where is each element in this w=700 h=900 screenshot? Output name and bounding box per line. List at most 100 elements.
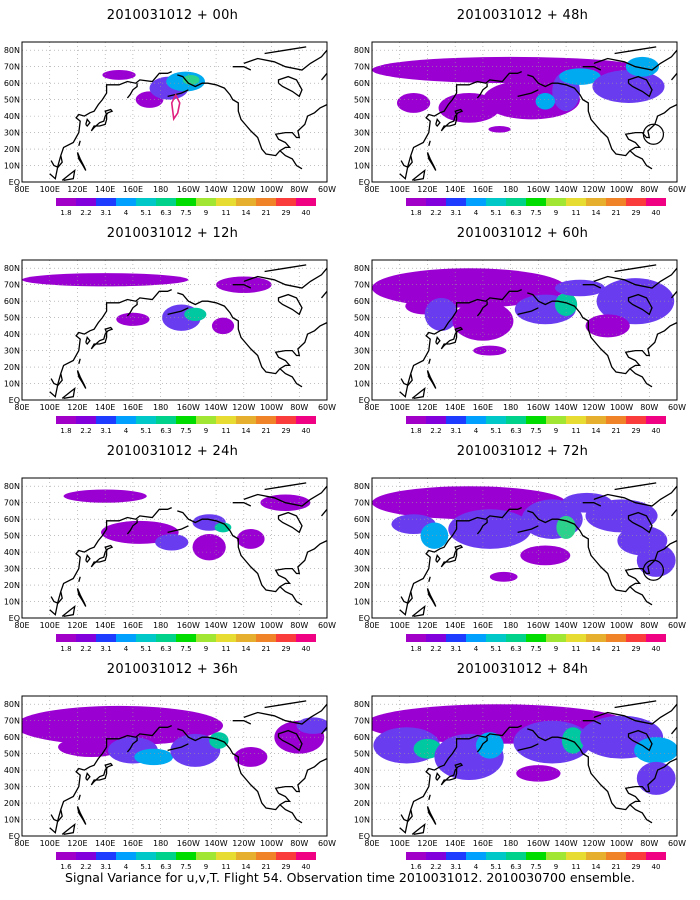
lon-label: 140E bbox=[445, 185, 465, 194]
lon-label: 100W bbox=[260, 185, 283, 194]
lon-label: 140W bbox=[204, 621, 227, 630]
lat-label: 80N bbox=[354, 264, 370, 273]
variance-region bbox=[134, 748, 174, 766]
colorbar-label: 40 bbox=[302, 863, 311, 871]
lon-label: 160W bbox=[527, 621, 550, 630]
coastline bbox=[582, 66, 602, 71]
colorbar-label: 2.2 bbox=[430, 863, 441, 871]
lon-label: 120W bbox=[232, 185, 255, 194]
colorbar-swatch bbox=[136, 416, 156, 424]
lat-label: 20N bbox=[354, 581, 370, 590]
lon-label: 120E bbox=[67, 185, 87, 194]
colorbar-swatch bbox=[526, 416, 546, 424]
lat-label: 10N bbox=[4, 816, 20, 825]
lat-label: 40N bbox=[4, 112, 20, 121]
variance-region bbox=[211, 317, 235, 335]
colorbar-swatch bbox=[156, 416, 176, 424]
lon-label: 180 bbox=[503, 185, 518, 194]
colorbar-swatch bbox=[256, 416, 276, 424]
colorbar-swatch bbox=[506, 198, 526, 206]
colorbar-label: 7.5 bbox=[530, 645, 541, 653]
colorbar-label: 1.8 bbox=[410, 645, 421, 653]
coastline bbox=[517, 743, 539, 752]
lon-label: 160E bbox=[123, 839, 143, 848]
colorbar-swatch bbox=[116, 634, 136, 642]
coastline bbox=[50, 809, 63, 822]
coastline bbox=[243, 485, 327, 507]
colorbar-swatch bbox=[506, 852, 526, 860]
coastline bbox=[582, 720, 602, 725]
lat-label: 20N bbox=[354, 799, 370, 808]
lat-label: EQ bbox=[9, 614, 20, 623]
colorbar-label: 21 bbox=[262, 427, 271, 435]
coastline bbox=[476, 519, 488, 535]
lat-label: 70N bbox=[4, 499, 20, 508]
colorbar-label: 3.1 bbox=[100, 427, 111, 435]
lon-label: 60W bbox=[318, 185, 336, 194]
coastline bbox=[90, 762, 114, 786]
coastline bbox=[400, 591, 413, 604]
coastline bbox=[76, 370, 87, 389]
colorbar-swatch bbox=[446, 198, 466, 206]
colorbar-label: 4 bbox=[474, 863, 479, 871]
coastline bbox=[627, 293, 653, 316]
lon-label: 140E bbox=[445, 403, 465, 412]
lon-label: 140W bbox=[204, 403, 227, 412]
colorbar-swatch bbox=[256, 198, 276, 206]
coastline bbox=[440, 326, 464, 350]
colorbar-swatch bbox=[566, 634, 586, 642]
lon-label: 120W bbox=[232, 403, 255, 412]
colorbar-swatch bbox=[406, 852, 426, 860]
lon-label: 180 bbox=[503, 403, 518, 412]
lon-label: 60W bbox=[318, 839, 336, 848]
coastline bbox=[426, 806, 437, 825]
colorbar-swatch bbox=[566, 198, 586, 206]
lon-label: 140E bbox=[95, 839, 115, 848]
colorbar-label: 1.8 bbox=[60, 209, 71, 217]
coastline bbox=[78, 140, 81, 146]
coastline bbox=[321, 72, 327, 81]
colorbar-swatch bbox=[276, 198, 296, 206]
coastline bbox=[264, 700, 307, 709]
colorbar-label: 11 bbox=[222, 427, 231, 435]
map-panel: 2010031012 + 12h 80N 70N 60N 50N 40N 30N 20N 10N… bbox=[0, 218, 345, 438]
coastline bbox=[49, 70, 172, 180]
colorbar-swatch bbox=[276, 852, 296, 860]
coastline bbox=[49, 724, 172, 834]
colorbar-label: 29 bbox=[632, 645, 641, 653]
lon-label: 100W bbox=[260, 839, 283, 848]
lon-label: 160W bbox=[527, 403, 550, 412]
colorbar-label: 3.1 bbox=[450, 209, 461, 217]
lon-label: 160E bbox=[123, 185, 143, 194]
coastline bbox=[440, 544, 464, 568]
variance-region bbox=[625, 56, 659, 77]
coastline bbox=[232, 720, 252, 725]
colorbar-label: 40 bbox=[302, 427, 311, 435]
coastline bbox=[61, 604, 76, 618]
colorbar-label: 2.2 bbox=[430, 427, 441, 435]
lon-label: 180 bbox=[153, 185, 168, 194]
colorbar-swatch bbox=[586, 634, 606, 642]
lat-label: 10N bbox=[354, 598, 370, 607]
coastline bbox=[177, 728, 327, 811]
coastline bbox=[50, 155, 63, 168]
colorbar-swatch bbox=[626, 198, 646, 206]
coastline bbox=[614, 264, 657, 273]
colorbar-label: 2.2 bbox=[80, 645, 91, 653]
coastline bbox=[49, 288, 172, 398]
colorbar-swatch bbox=[296, 198, 316, 206]
lon-label: 120E bbox=[67, 403, 87, 412]
variance-region bbox=[448, 509, 532, 549]
variance-region bbox=[155, 534, 189, 551]
colorbar-label: 5.1 bbox=[140, 863, 151, 871]
coastline bbox=[126, 519, 138, 535]
colorbar-label: 11 bbox=[222, 863, 231, 871]
coastline bbox=[627, 511, 653, 534]
coastline bbox=[167, 307, 189, 316]
coastline bbox=[90, 108, 114, 132]
coastline bbox=[582, 502, 602, 507]
lat-label: 70N bbox=[354, 281, 370, 290]
